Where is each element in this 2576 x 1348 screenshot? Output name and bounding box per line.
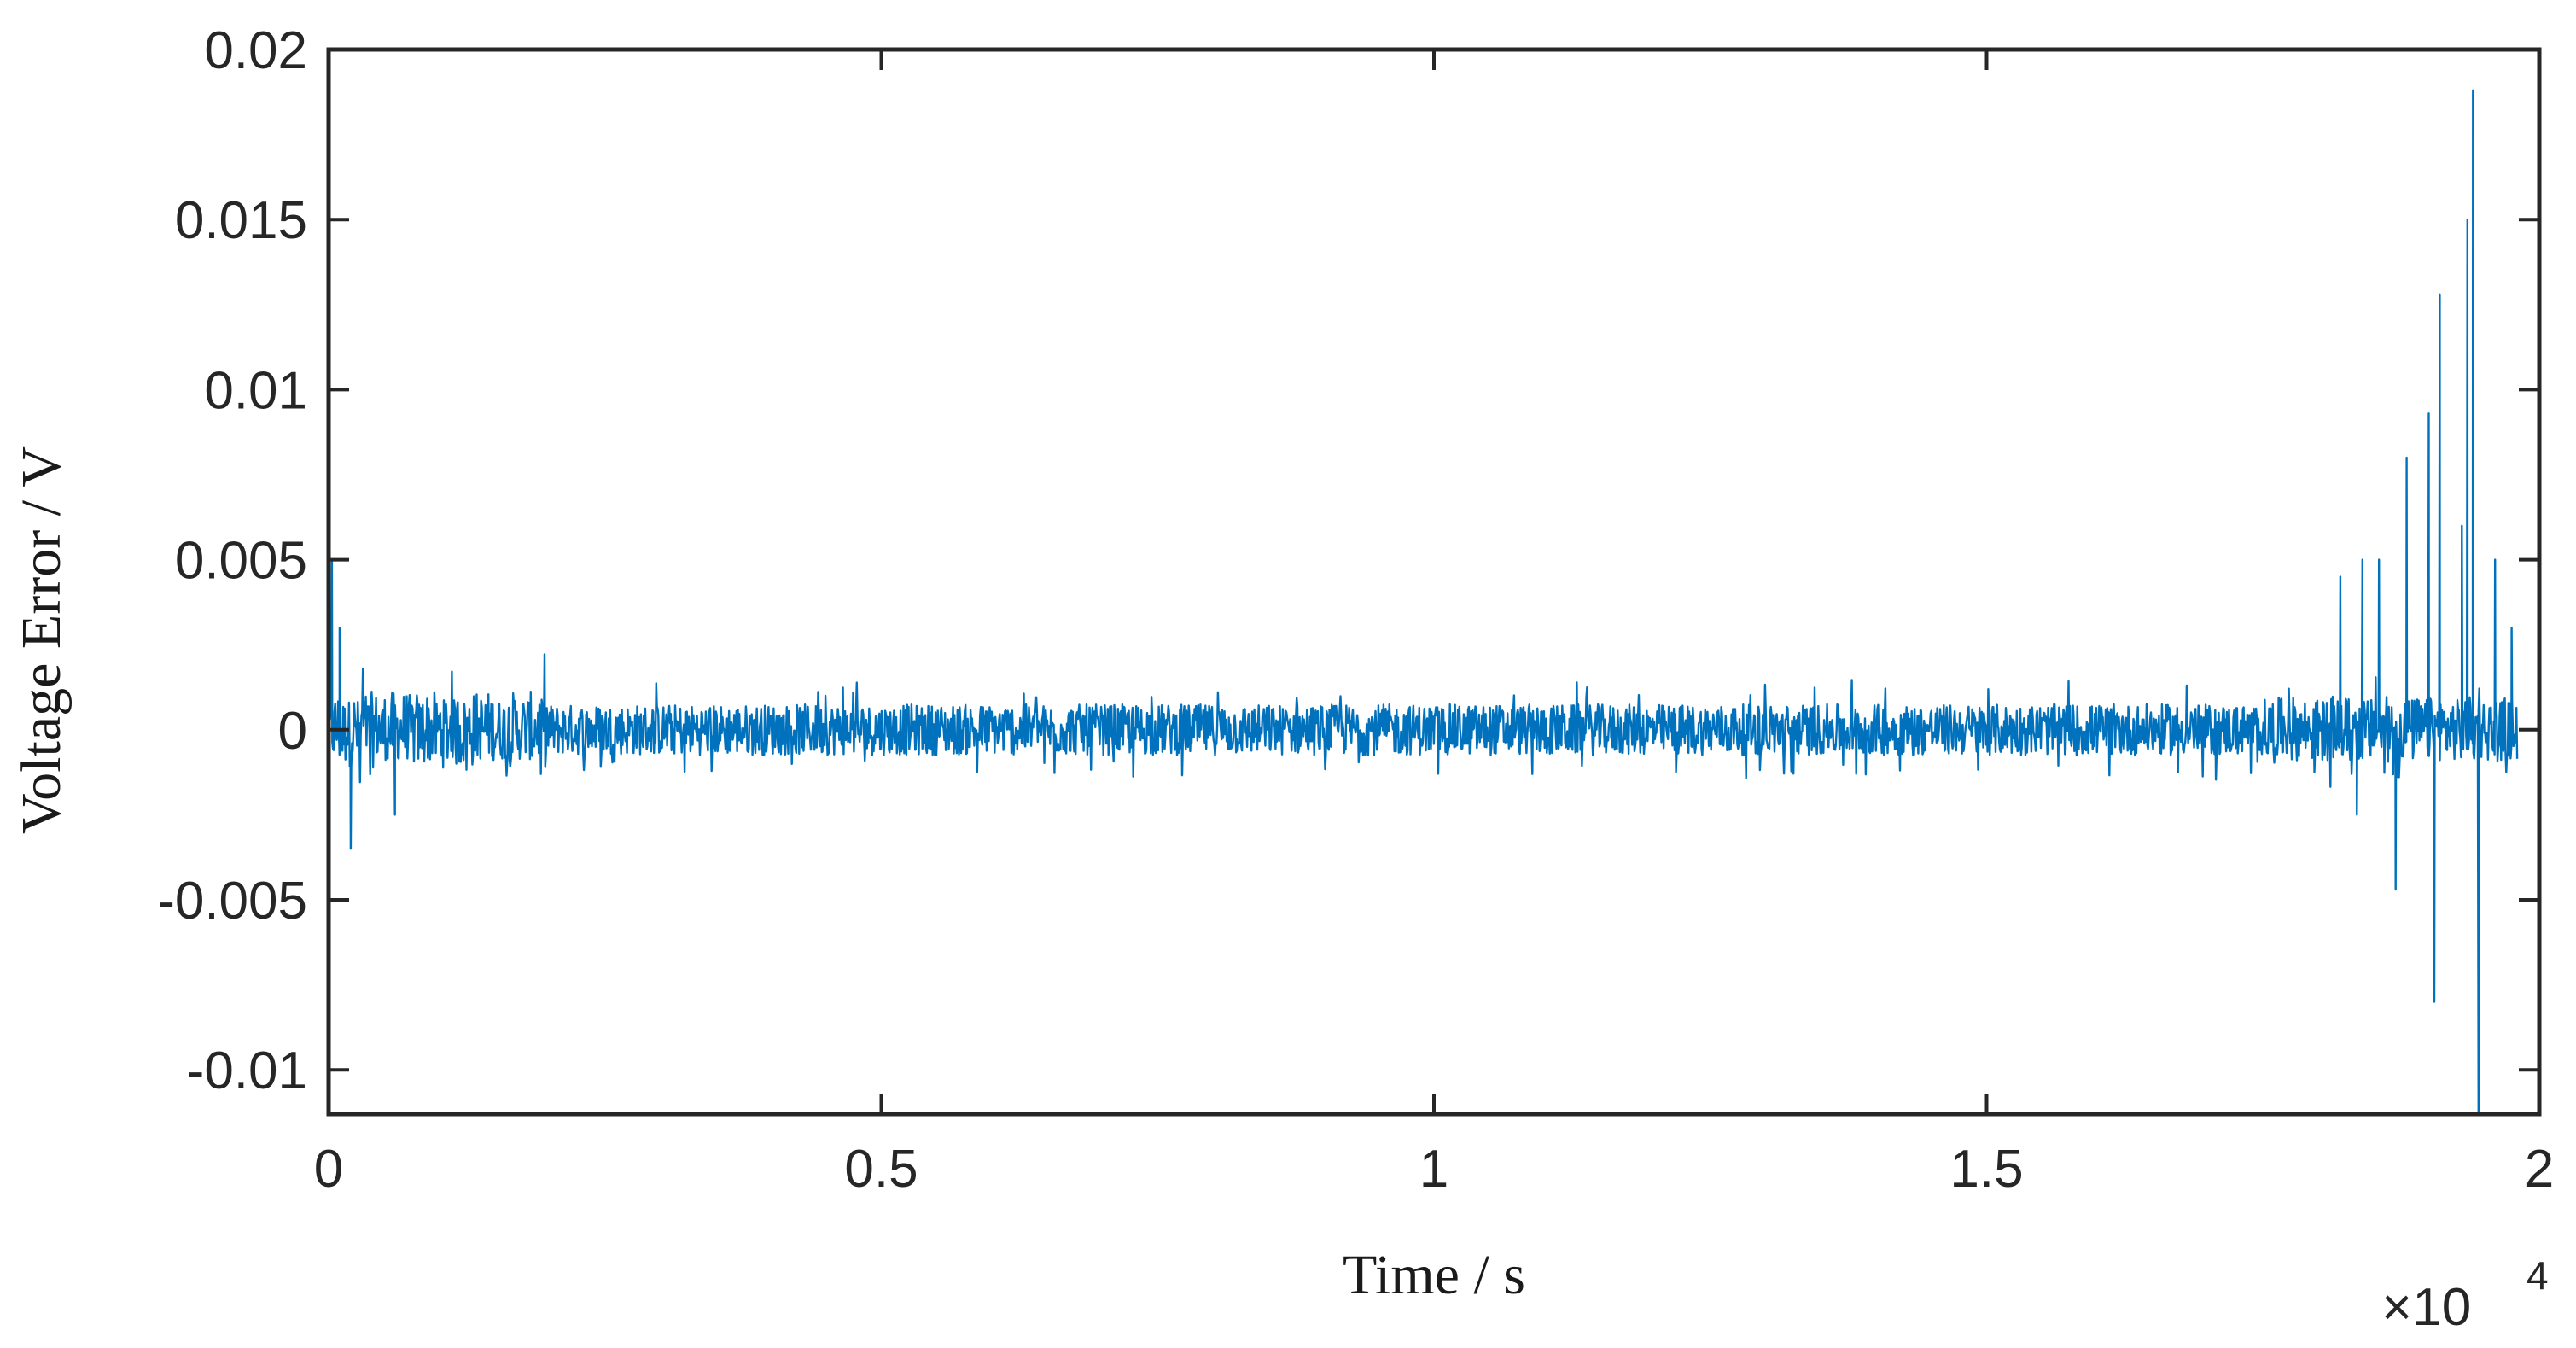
- x-exponent-base: ×10: [2381, 1278, 2471, 1337]
- x-tick-label: 0.5: [844, 1140, 918, 1199]
- y-tick-label: 0.02: [204, 21, 307, 80]
- series-layer: [327, 89, 2519, 1116]
- y-tick-label: -0.01: [187, 1042, 307, 1100]
- y-axis-label: Voltage Error / V: [10, 446, 73, 834]
- y-tick-label: -0.005: [157, 872, 307, 931]
- x-tick-label: 1.5: [1949, 1140, 2023, 1199]
- y-tick-label: 0.005: [175, 532, 307, 591]
- x-tick-label: 1: [1419, 1140, 1448, 1199]
- voltage-error-series-line: [327, 89, 2519, 1116]
- x-axis-label: Time / s: [1343, 1244, 1525, 1306]
- ticks-layer: 0 0.5 1 1.5 2 -0.01 -0.005 0 0.005 0.01 0.015 0.02: [157, 21, 2554, 1199]
- y-tick-label: 0: [278, 702, 307, 761]
- x-tick-label: 0: [314, 1140, 343, 1199]
- y-tick-label: 0.01: [204, 361, 307, 420]
- plot-area: [329, 50, 2539, 1114]
- x-exponent-label: ×10 4: [2381, 1253, 2549, 1337]
- x-exponent-power: 4: [2526, 1253, 2549, 1298]
- x-tick-label: 2: [2525, 1140, 2554, 1199]
- y-tick-label: 0.015: [175, 191, 307, 250]
